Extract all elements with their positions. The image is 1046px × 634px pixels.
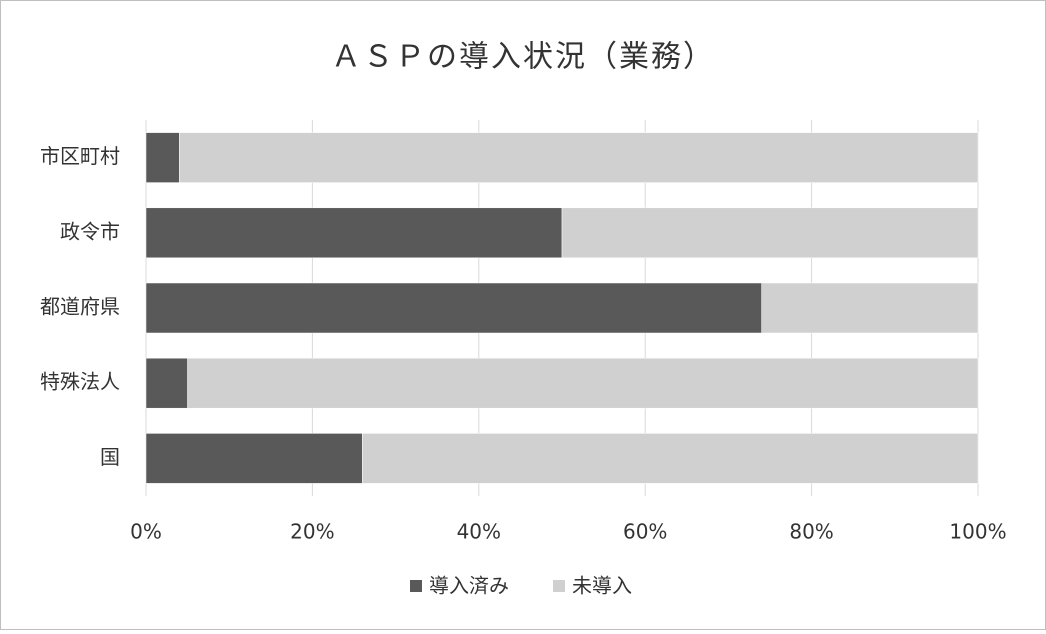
legend-swatch: [410, 580, 422, 592]
bar-segment: [145, 132, 180, 183]
bar-segment: [179, 132, 979, 183]
x-tick-label: 80%: [789, 520, 833, 544]
x-tick-label: 20%: [290, 520, 334, 544]
x-tick-label: 100%: [949, 520, 1006, 544]
legend-label: 導入済み: [429, 574, 509, 598]
y-tick-label: 都道府県: [40, 295, 120, 319]
y-tick-label: 特殊法人: [40, 370, 120, 394]
bar-segment: [145, 357, 188, 409]
bar-segment: [761, 282, 979, 334]
bar-segment: [561, 207, 979, 259]
bar-segment: [145, 207, 563, 259]
x-tick-label: 60%: [623, 520, 667, 544]
legend-label: 未導入: [572, 574, 632, 598]
chart-title: ＡＳＰの導入状況（業務）: [331, 40, 715, 75]
y-tick-label: 市区町村: [40, 144, 120, 168]
y-tick-label: 政令市: [60, 219, 120, 243]
legend-swatch: [553, 580, 565, 592]
bar-segment: [187, 357, 979, 409]
bar-segment: [145, 433, 363, 484]
bar-segment: [145, 282, 762, 334]
x-tick-label: 40%: [457, 520, 501, 544]
bar-segment: [362, 433, 979, 484]
x-tick-label: 0%: [130, 520, 162, 544]
y-tick-label: 国: [100, 445, 120, 469]
